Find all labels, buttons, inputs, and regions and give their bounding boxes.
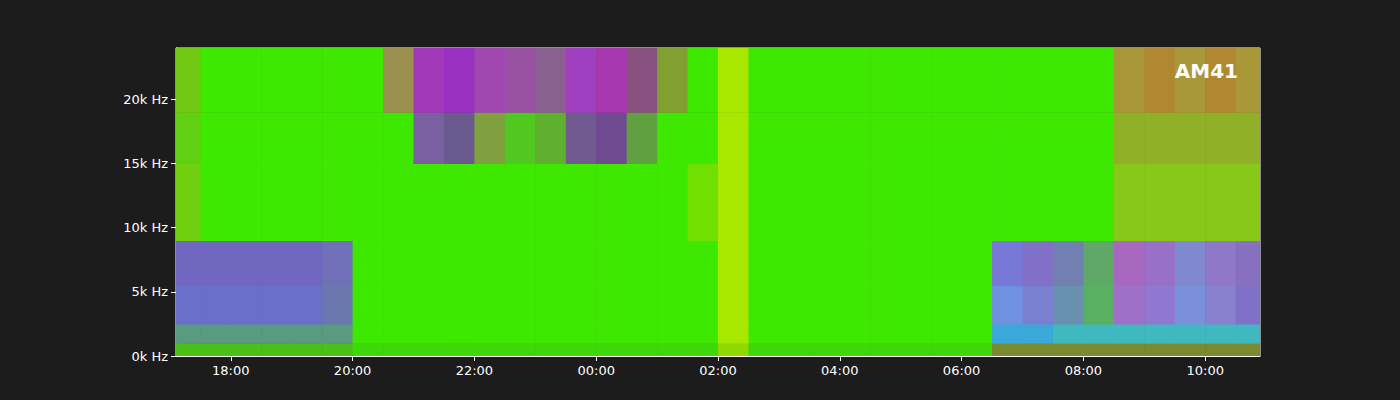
svg-text:08:00: 08:00 — [1065, 363, 1102, 378]
svg-text:AM41: AM41 — [1175, 59, 1238, 83]
svg-text:0k Hz: 0k Hz — [131, 349, 168, 364]
svg-text:04:00: 04:00 — [821, 363, 858, 378]
svg-text:5k Hz: 5k Hz — [131, 284, 168, 299]
svg-text:06:00: 06:00 — [943, 363, 980, 378]
svg-text:18:00: 18:00 — [212, 363, 249, 378]
svg-text:20:00: 20:00 — [334, 363, 371, 378]
svg-text:15k Hz: 15k Hz — [123, 156, 168, 171]
svg-text:02:00: 02:00 — [699, 363, 736, 378]
svg-text:10:00: 10:00 — [1186, 363, 1223, 378]
svg-text:10k Hz: 10k Hz — [123, 220, 168, 235]
svg-text:00:00: 00:00 — [577, 363, 614, 378]
svg-text:20k Hz: 20k Hz — [123, 92, 168, 107]
svg-text:22:00: 22:00 — [456, 363, 493, 378]
